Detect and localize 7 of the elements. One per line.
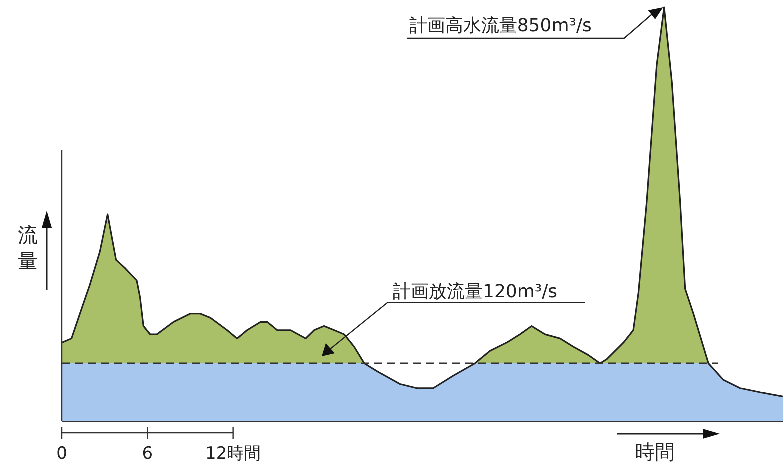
ref-line-label: 計画放流量120m³/s — [393, 282, 558, 303]
x-tick-label: 0 — [56, 444, 68, 464]
y-axis-title: 流量 — [18, 223, 38, 273]
x-axis-title: 時間 — [635, 440, 675, 464]
annotation: 計画高水流量850m³/s — [409, 16, 592, 36]
x-tick-label: 6 — [142, 444, 154, 464]
x-tick-label: 12時間 — [206, 444, 262, 464]
